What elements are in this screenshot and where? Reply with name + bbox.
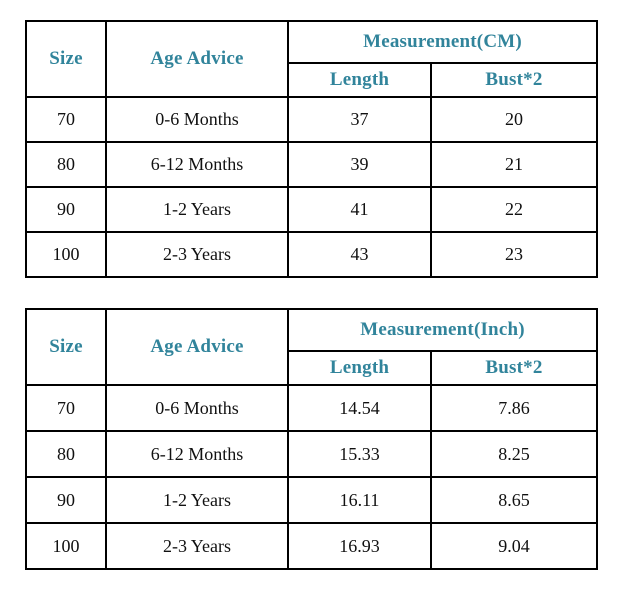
cell-length: 14.54	[287, 384, 432, 432]
header-row-sub: Length Bust*2	[26, 350, 598, 386]
cell-age-advice: 1-2 Years	[105, 476, 289, 524]
cell-bust: 7.86	[430, 384, 598, 432]
header-row-sub: Length Bust*2	[26, 62, 599, 98]
cell-age-advice: 2-3 Years	[105, 231, 289, 278]
column-header-length: Length	[287, 350, 432, 386]
cell-length: 43	[287, 231, 432, 278]
cell-length: 16.11	[287, 476, 432, 524]
cell-size: 100	[25, 522, 107, 570]
table-row: 100 2-3 Years 16.93 9.04	[25, 522, 598, 570]
column-header-age-advice: Age Advice	[105, 308, 289, 386]
table-row: 80 6-12 Months 15.33 8.25	[25, 430, 598, 478]
column-header-length: Length	[287, 62, 432, 98]
cell-bust: 23	[429, 231, 599, 278]
cell-age-advice: 0-6 Months	[105, 96, 289, 143]
cell-age-advice: 0-6 Months	[105, 384, 289, 432]
cell-size: 80	[25, 141, 107, 188]
cell-length: 37	[287, 96, 432, 143]
table-row: 70 0-6 Months 14.54 7.86	[25, 384, 598, 432]
size-table-inch: Size Age Advice Measurement(Inch) Length…	[25, 308, 598, 570]
column-header-size: Size	[25, 308, 107, 386]
column-header-size: Size	[25, 20, 107, 98]
table-row: 90 1-2 Years 41 22	[25, 186, 599, 233]
cell-size: 70	[25, 96, 107, 143]
column-header-age-advice: Age Advice	[105, 20, 289, 98]
cell-age-advice: 6-12 Months	[105, 141, 289, 188]
cell-bust: 20	[429, 96, 599, 143]
column-header-bust: Bust*2	[430, 350, 598, 386]
cell-size: 90	[25, 186, 107, 233]
cell-bust: 22	[429, 186, 599, 233]
table-row: 100 2-3 Years 43 23	[25, 231, 599, 278]
cell-age-advice: 2-3 Years	[105, 522, 289, 570]
cell-age-advice: 6-12 Months	[105, 430, 289, 478]
cell-bust: 8.25	[430, 430, 598, 478]
column-header-measurement-cm: Measurement(CM)	[286, 20, 599, 64]
table-row: 80 6-12 Months 39 21	[25, 141, 599, 188]
cell-age-advice: 1-2 Years	[105, 186, 289, 233]
size-table-cm: Size Age Advice Measurement(CM) Length B…	[25, 20, 599, 278]
cell-size: 100	[25, 231, 107, 278]
cell-length: 39	[287, 141, 432, 188]
cell-length: 16.93	[287, 522, 432, 570]
table-row: 90 1-2 Years 16.11 8.65	[25, 476, 598, 524]
cell-bust: 21	[429, 141, 599, 188]
cell-bust: 8.65	[430, 476, 598, 524]
cell-bust: 9.04	[430, 522, 598, 570]
table-row: 70 0-6 Months 37 20	[25, 96, 599, 143]
cell-size: 90	[25, 476, 107, 524]
cell-length: 15.33	[287, 430, 432, 478]
cell-size: 80	[25, 430, 107, 478]
header-row-top: Size Age Advice Measurement(Inch)	[25, 308, 598, 386]
cell-size: 70	[25, 384, 107, 432]
header-row-top: Size Age Advice Measurement(CM)	[25, 20, 599, 98]
cell-length: 41	[287, 186, 432, 233]
column-header-measurement-inch: Measurement(Inch)	[287, 308, 598, 352]
column-header-bust: Bust*2	[429, 62, 599, 98]
